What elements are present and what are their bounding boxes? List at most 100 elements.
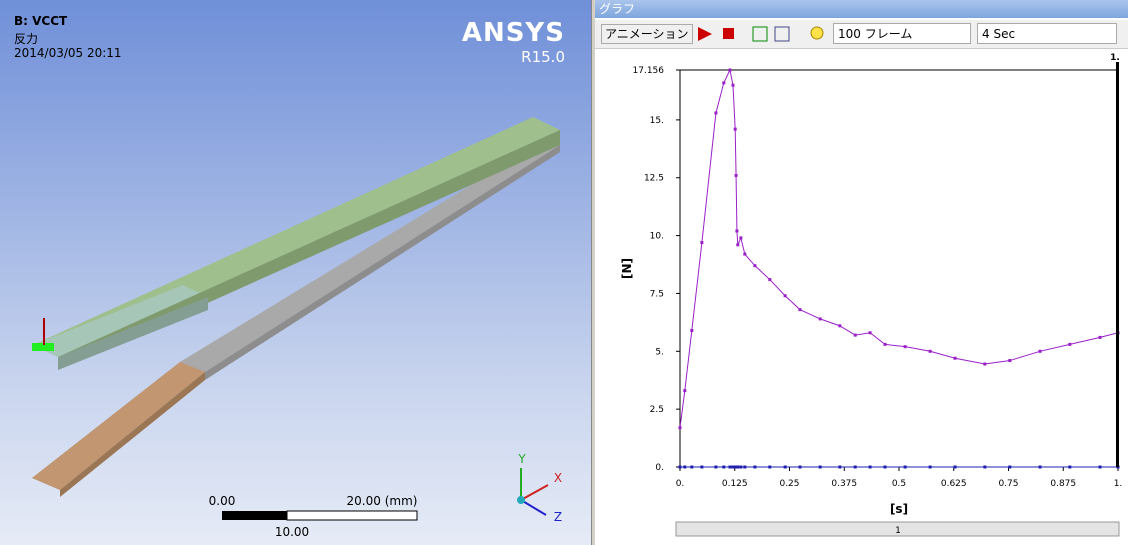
force-support bbox=[32, 343, 54, 351]
scale-bar-white bbox=[286, 510, 418, 521]
data-point bbox=[1008, 359, 1012, 363]
data-point bbox=[1068, 465, 1072, 469]
data-point bbox=[739, 236, 743, 240]
data-point bbox=[753, 264, 757, 268]
x-tick-label: 0. bbox=[676, 479, 685, 489]
timestamp: 2014/03/05 20:11 bbox=[14, 46, 122, 60]
viewport-3d[interactable]: B: VCCT 反力 2014/03/05 20:11 ANSYS R15.0 … bbox=[0, 0, 591, 545]
data-point bbox=[1008, 465, 1012, 469]
x-tick-label: 0.875 bbox=[1050, 479, 1076, 489]
y-tick-label: 2.5 bbox=[650, 405, 664, 415]
x-tick-label: 0.125 bbox=[722, 479, 748, 489]
y-tick-label: 10. bbox=[650, 232, 664, 242]
release: R15.0 bbox=[521, 48, 565, 66]
data-point bbox=[722, 81, 726, 85]
time-marker-label: 1. bbox=[1110, 53, 1120, 63]
panel-title: グラフ bbox=[595, 0, 1128, 18]
data-point bbox=[883, 465, 887, 469]
lower-beam-side2 bbox=[205, 145, 560, 380]
splitter[interactable] bbox=[591, 0, 596, 545]
data-point bbox=[734, 173, 738, 177]
data-point bbox=[1068, 342, 1072, 346]
data-point bbox=[853, 465, 857, 469]
frame-tools bbox=[752, 26, 824, 42]
x-axis-label: [s] bbox=[890, 502, 908, 516]
x-tick-label: 0.75 bbox=[998, 479, 1018, 489]
scale-end: 20.00 (mm) bbox=[347, 494, 418, 508]
result-name: 反力 bbox=[14, 32, 39, 46]
data-point bbox=[743, 252, 747, 256]
data-point bbox=[731, 465, 735, 469]
data-point bbox=[783, 465, 787, 469]
scale-middle: 10.00 bbox=[275, 525, 309, 539]
upper-beam-left bbox=[33, 285, 208, 357]
data-point bbox=[678, 465, 682, 469]
data-point bbox=[736, 243, 740, 247]
data-point bbox=[983, 362, 987, 366]
brand: ANSYS bbox=[461, 18, 565, 48]
data-point bbox=[783, 294, 787, 298]
triad-x-label: X bbox=[554, 471, 562, 485]
data-point bbox=[690, 328, 694, 332]
model-name: B: VCCT bbox=[14, 14, 68, 28]
bulb-icon[interactable] bbox=[810, 26, 824, 40]
data-point bbox=[683, 465, 687, 469]
tool-icon[interactable] bbox=[774, 26, 790, 42]
graph-panel: グラフ アニメーション 100 フレーム 4 Sec 0. 2.5 5. 7.5 10.… bbox=[595, 0, 1128, 545]
data-point bbox=[722, 465, 726, 469]
data-point bbox=[736, 465, 740, 469]
tool-icon[interactable] bbox=[752, 26, 768, 42]
stop-button[interactable] bbox=[723, 28, 734, 39]
data-point bbox=[678, 426, 682, 430]
x-tick-label: 1. bbox=[1114, 479, 1123, 489]
scale-start: 0.00 bbox=[209, 494, 236, 508]
y-tick-label: 15. bbox=[650, 116, 664, 126]
frames-dropdown[interactable]: 100 フレーム bbox=[833, 23, 971, 44]
scale-bar-black bbox=[222, 511, 287, 520]
data-point bbox=[883, 342, 887, 346]
data-point bbox=[853, 333, 857, 337]
y-tick-label: 12.5 bbox=[644, 174, 664, 184]
y-tick-label: 0. bbox=[655, 463, 664, 473]
data-point bbox=[798, 465, 802, 469]
data-point bbox=[700, 465, 704, 469]
step-bar-label: 1 bbox=[895, 526, 901, 536]
data-point bbox=[868, 465, 872, 469]
data-point bbox=[903, 465, 907, 469]
step-bar bbox=[675, 521, 1120, 537]
x-tick-label: 0.625 bbox=[941, 479, 967, 489]
data-point bbox=[1038, 465, 1042, 469]
play-button[interactable] bbox=[698, 27, 712, 41]
data-point bbox=[714, 111, 718, 115]
play-controls bbox=[698, 27, 734, 41]
y-axis-label: [N] bbox=[620, 258, 634, 279]
data-point bbox=[690, 465, 694, 469]
data-point bbox=[798, 308, 802, 312]
toolbar: アニメーション 100 フレーム 4 Sec bbox=[595, 20, 1128, 49]
data-point bbox=[714, 465, 718, 469]
data-point bbox=[731, 83, 735, 87]
data-point bbox=[983, 465, 987, 469]
data-point bbox=[818, 465, 822, 469]
triad-y-label: Y bbox=[517, 452, 526, 466]
data-point bbox=[739, 465, 743, 469]
data-point bbox=[728, 68, 732, 72]
triad-z-label: Z bbox=[554, 510, 562, 524]
data-point bbox=[728, 465, 732, 469]
triad-origin bbox=[517, 496, 525, 504]
data-point bbox=[743, 465, 747, 469]
data-point bbox=[868, 331, 872, 335]
chart: 0. 2.5 5. 7.5 10. 12.5 15. 17.156 0. 0.125 0.25 0.3… bbox=[620, 53, 1123, 537]
data-point bbox=[683, 389, 687, 393]
triad-z bbox=[520, 499, 547, 516]
data-point bbox=[1038, 349, 1042, 353]
data-point bbox=[753, 465, 757, 469]
animation-button[interactable]: アニメーション bbox=[601, 24, 693, 44]
y-tick-label: 5. bbox=[655, 347, 664, 357]
data-point bbox=[928, 465, 932, 469]
lower-beam-fixed bbox=[32, 362, 205, 490]
x-tick-label: 0.375 bbox=[831, 479, 857, 489]
duration-dropdown[interactable]: 4 Sec bbox=[977, 23, 1117, 44]
time-marker bbox=[1116, 62, 1119, 467]
